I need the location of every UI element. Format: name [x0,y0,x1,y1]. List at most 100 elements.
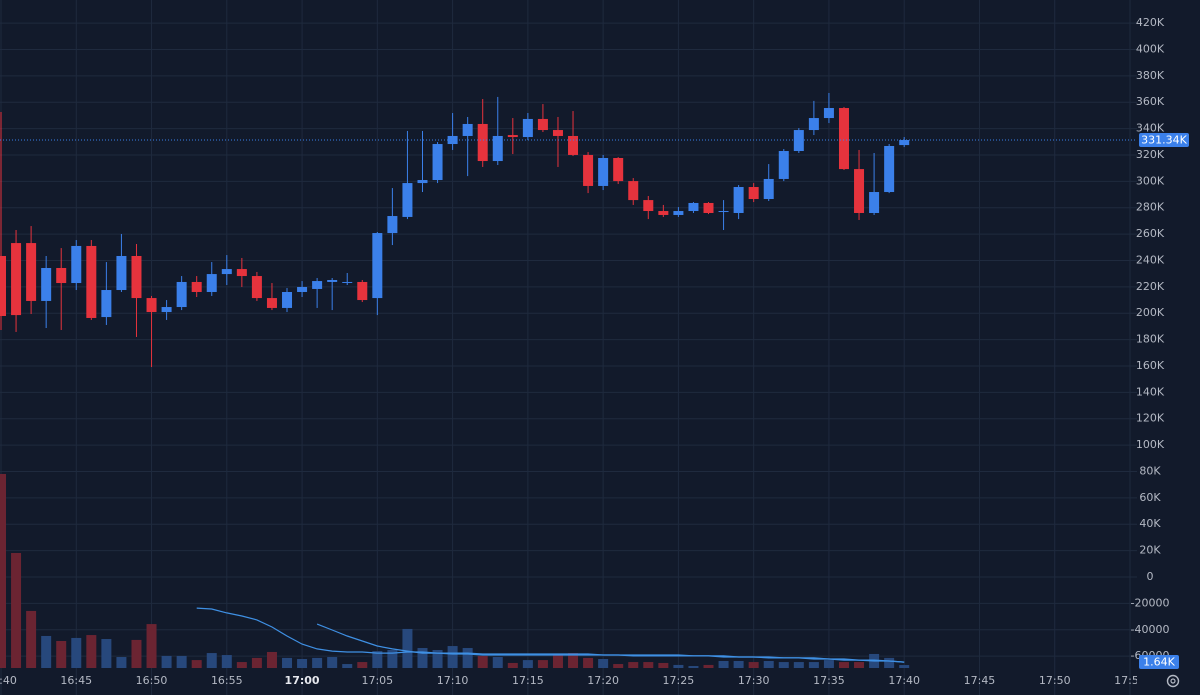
volume-bar [357,662,368,668]
volume-bar [327,657,338,668]
x-tick-label: 17:10 [437,674,469,687]
volume-bar [823,660,834,668]
candle-body [387,216,398,234]
volume-bar [583,657,594,668]
candle-body [552,130,563,136]
volume-bar [131,639,142,668]
x-tick-label: 17:20 [587,674,619,687]
volume-bar [402,628,413,668]
y-tick-label: 280K [1136,201,1165,214]
candle-body [673,211,684,215]
volume-bar [808,662,819,668]
moving-average-line [316,623,905,663]
candle-body [462,123,473,136]
y-tick-label: 340K [1136,122,1165,135]
candle-body [327,279,338,282]
candle-body [161,307,172,313]
candle-body [778,151,789,179]
candle-body [884,145,895,193]
x-tick-label: 16:50 [136,674,168,687]
x-tick-label: 16:40 [0,674,17,687]
y-tick-label: 120K [1136,412,1165,425]
candle-body [598,157,609,186]
candle-body [206,274,217,292]
volume-bar [884,657,895,668]
volume-bar [161,655,172,668]
candle-body [11,243,22,316]
candle-body [522,118,533,138]
volume-bar [598,659,609,668]
candle-body [763,178,774,200]
last-volume-tag [1139,655,1179,669]
candle-body [869,192,880,213]
y-tick-label: 420K [1136,16,1165,29]
y-tick-label: 220K [1136,280,1165,293]
candle-body [492,135,503,162]
candle-body [191,281,202,292]
settings-button[interactable] [1166,674,1180,688]
volume-bar [342,664,353,668]
volume-bar [477,655,488,668]
candle-body [297,286,308,292]
x-tick-label: 17:50 [1039,674,1071,687]
volume-bar [26,610,37,668]
last-price-label: 331.34K [1141,134,1187,147]
volume-bar [236,662,247,668]
y-tick-label: 40K [1139,517,1161,530]
candle-body [658,211,669,215]
x-tick-label: 16:45 [60,674,92,687]
volume-bar [251,657,262,668]
y-tick-label: 180K [1136,333,1165,346]
volume-bar [11,552,22,668]
candle-body [748,187,759,200]
price-axis-panel [1137,0,1200,695]
volume-bar [537,660,548,668]
candle-body [507,135,518,138]
candle-body [568,135,579,155]
volume-bar [673,664,684,668]
x-tick-label: 17:00 [285,674,320,687]
candle-body [131,255,142,299]
y-tick-label: 200K [1136,306,1165,319]
volume-bar [703,664,714,668]
volume-bar [191,660,202,668]
candle-body [733,187,744,213]
candle-body [823,108,834,119]
candle-body [116,255,127,291]
volume-bar [778,662,789,668]
y-tick-label: 60K [1139,491,1161,504]
volume-bar [613,664,624,668]
candle-body [613,157,624,182]
y-tick-label: 100K [1136,438,1165,451]
volume-bar [507,662,518,668]
x-tick-label: 16:55 [211,674,243,687]
y-tick-label: 300K [1136,174,1165,187]
candle-body [146,298,157,313]
candle-body [41,267,52,301]
y-tick-label: 240K [1136,253,1165,266]
volume-bar [628,662,639,668]
y-tick-label: 20K [1139,544,1161,557]
candle-body [176,281,187,308]
gear-center [1170,678,1176,684]
candle-body [221,269,232,275]
candle-body [0,255,6,316]
volume-bar [266,651,277,668]
y-tick-label: 80K [1139,464,1161,477]
candle-body [432,144,443,181]
candle-body [838,108,849,170]
x-tick-label: 17:45 [964,674,996,687]
candle-body [56,267,67,284]
last-volume-label: 1.64K [1143,656,1175,669]
volume-bar [733,660,744,668]
x-tick-label: 17:40 [888,674,920,687]
volume-bar [522,660,533,668]
volume-bar [101,639,112,668]
x-tick-label: 17:05 [361,674,393,687]
volume-bar [387,650,398,668]
candle-body [282,291,293,308]
axes: 420K 400K 380K 360K 340K 320K 300K 280K 260K 240K… [1131,16,1189,669]
candle-body [477,123,488,162]
candle-body [251,276,262,299]
